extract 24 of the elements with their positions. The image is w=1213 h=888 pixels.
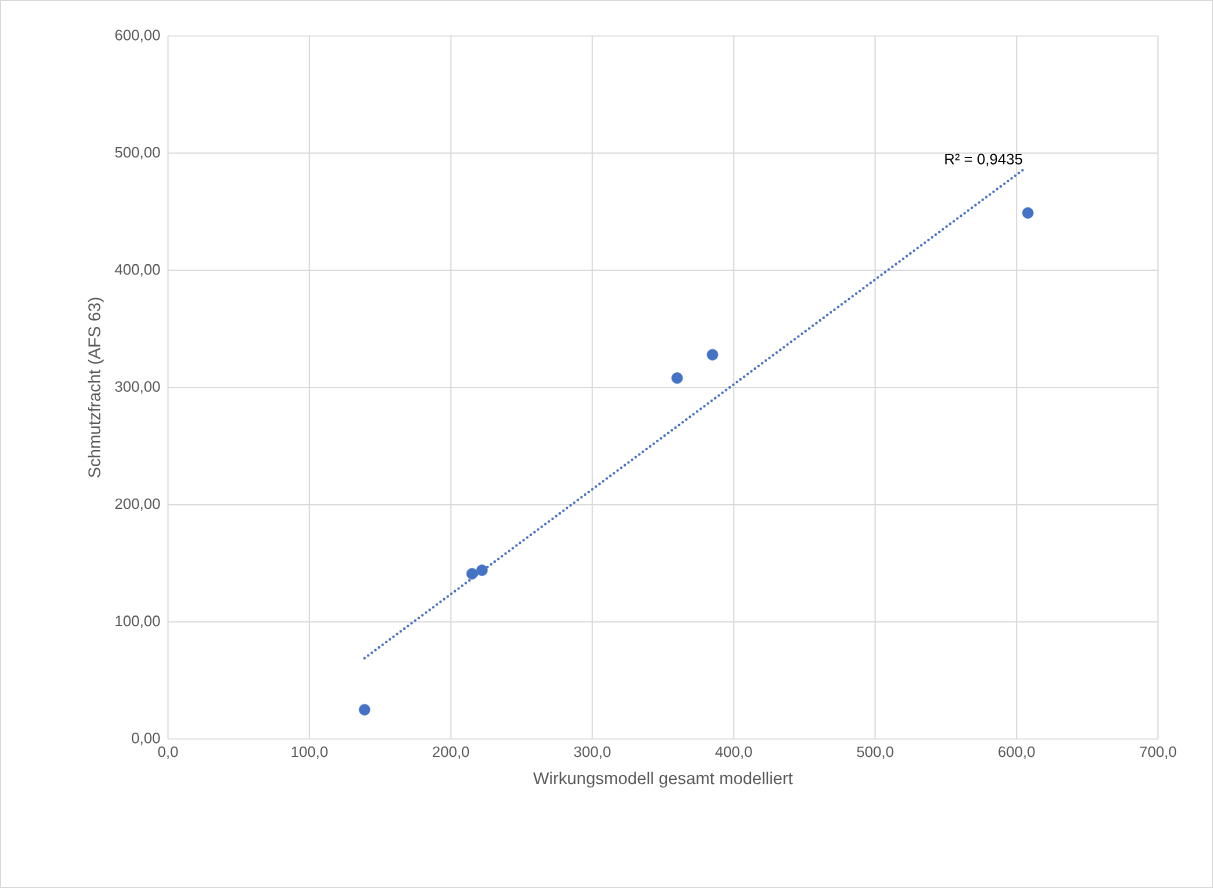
point [671, 372, 683, 384]
x-tick-label: 200,0 [432, 746, 470, 759]
point [358, 703, 371, 716]
point [1022, 207, 1034, 219]
y-tick-label: 400,00 [114, 264, 160, 277]
x-tick-label: 500,0 [856, 746, 894, 759]
x-tick-label: 700,0 [1140, 746, 1177, 759]
y-tick-label: 500,00 [115, 146, 160, 160]
point [706, 348, 719, 361]
x-axis-title: Wirkungsmodell gesamt modelliert [533, 771, 793, 788]
x-tick-label: 300,0 [574, 746, 611, 759]
x-tick-label: 0,0 [158, 746, 178, 759]
y-tick-label: 100,00 [115, 615, 160, 629]
x-tick-label: 400,0 [715, 746, 752, 759]
annotation: R² = 0,9435 [945, 153, 1023, 167]
x-tick-label: 100,0 [291, 746, 328, 759]
y-tick-label: 300,00 [115, 381, 160, 394]
y-tick-label: 200,00 [115, 498, 160, 511]
y-tick-label: 0,00 [131, 732, 160, 746]
y-axis-title: Schmutzfracht (AFS 63) [87, 297, 104, 478]
point [466, 568, 478, 580]
point [476, 564, 488, 576]
y-tick-label: 600,00 [115, 29, 160, 43]
x-tick-label: 600,0 [998, 746, 1035, 759]
